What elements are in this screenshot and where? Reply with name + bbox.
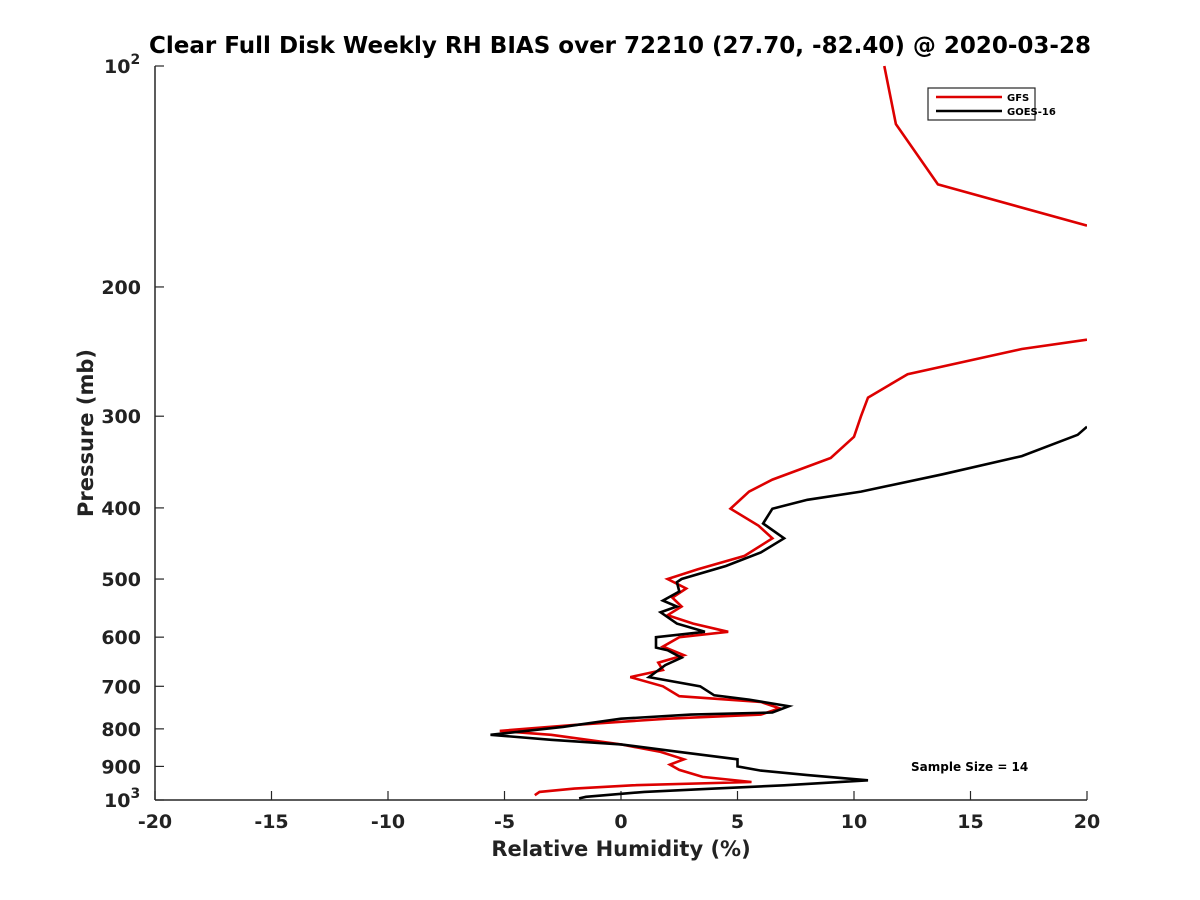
x-tick-label: 20: [1074, 811, 1100, 833]
legend-box: [927, 87, 1036, 121]
plot-area: -20 -15 -10 -5 0 5 10 15 20 102 200 300 400 500 600 70…: [101, 52, 1100, 833]
y-tick-label: 700: [101, 676, 141, 698]
series-layer: [490, 65, 1087, 800]
y-axis: 102 200 300 400 500 600 700 800 900 103: [101, 52, 164, 812]
chart-title: Clear Full Disk Weekly RH BIAS over 7221…: [149, 33, 1091, 59]
series-line-gfs-1: [883, 65, 1087, 227]
y-tick-label: 300: [101, 406, 141, 428]
x-axis: -20 -15 -10 -5 0 5 10 15 20: [138, 791, 1100, 833]
x-tick-label: -20: [138, 811, 172, 833]
legend: GFS GOES-16: [927, 87, 1056, 121]
y-tick-label: 600: [101, 627, 141, 649]
legend-items: GFS GOES-16: [936, 93, 1056, 118]
y-tick-label: 102: [104, 52, 140, 78]
y-axis-label: Pressure (mb): [74, 349, 98, 517]
legend-label-goes-16: GOES-16: [1007, 107, 1056, 118]
x-tick-label: -5: [494, 811, 515, 833]
y-tick-label: 500: [101, 569, 141, 591]
series-line-goes-16-1: [490, 425, 1087, 800]
y-tick-label: 103: [104, 786, 140, 812]
x-tick-label: -15: [254, 811, 288, 833]
y-tick-label: 900: [101, 756, 141, 778]
x-tick-label: 10: [841, 811, 867, 833]
x-axis-label: Relative Humidity (%): [491, 837, 750, 861]
y-tick-label: 400: [101, 498, 141, 520]
y-tick-label: 200: [101, 277, 141, 299]
sample-size-annotation: Sample Size = 14: [911, 760, 1028, 774]
y-tick-label: 800: [101, 719, 141, 741]
x-tick-label: -10: [371, 811, 405, 833]
x-tick-label: 0: [614, 811, 627, 833]
legend-label-gfs: GFS: [1007, 93, 1029, 104]
series-line-gfs-2: [499, 338, 1087, 797]
x-tick-label: 15: [957, 811, 983, 833]
x-tick-label: 5: [731, 811, 744, 833]
